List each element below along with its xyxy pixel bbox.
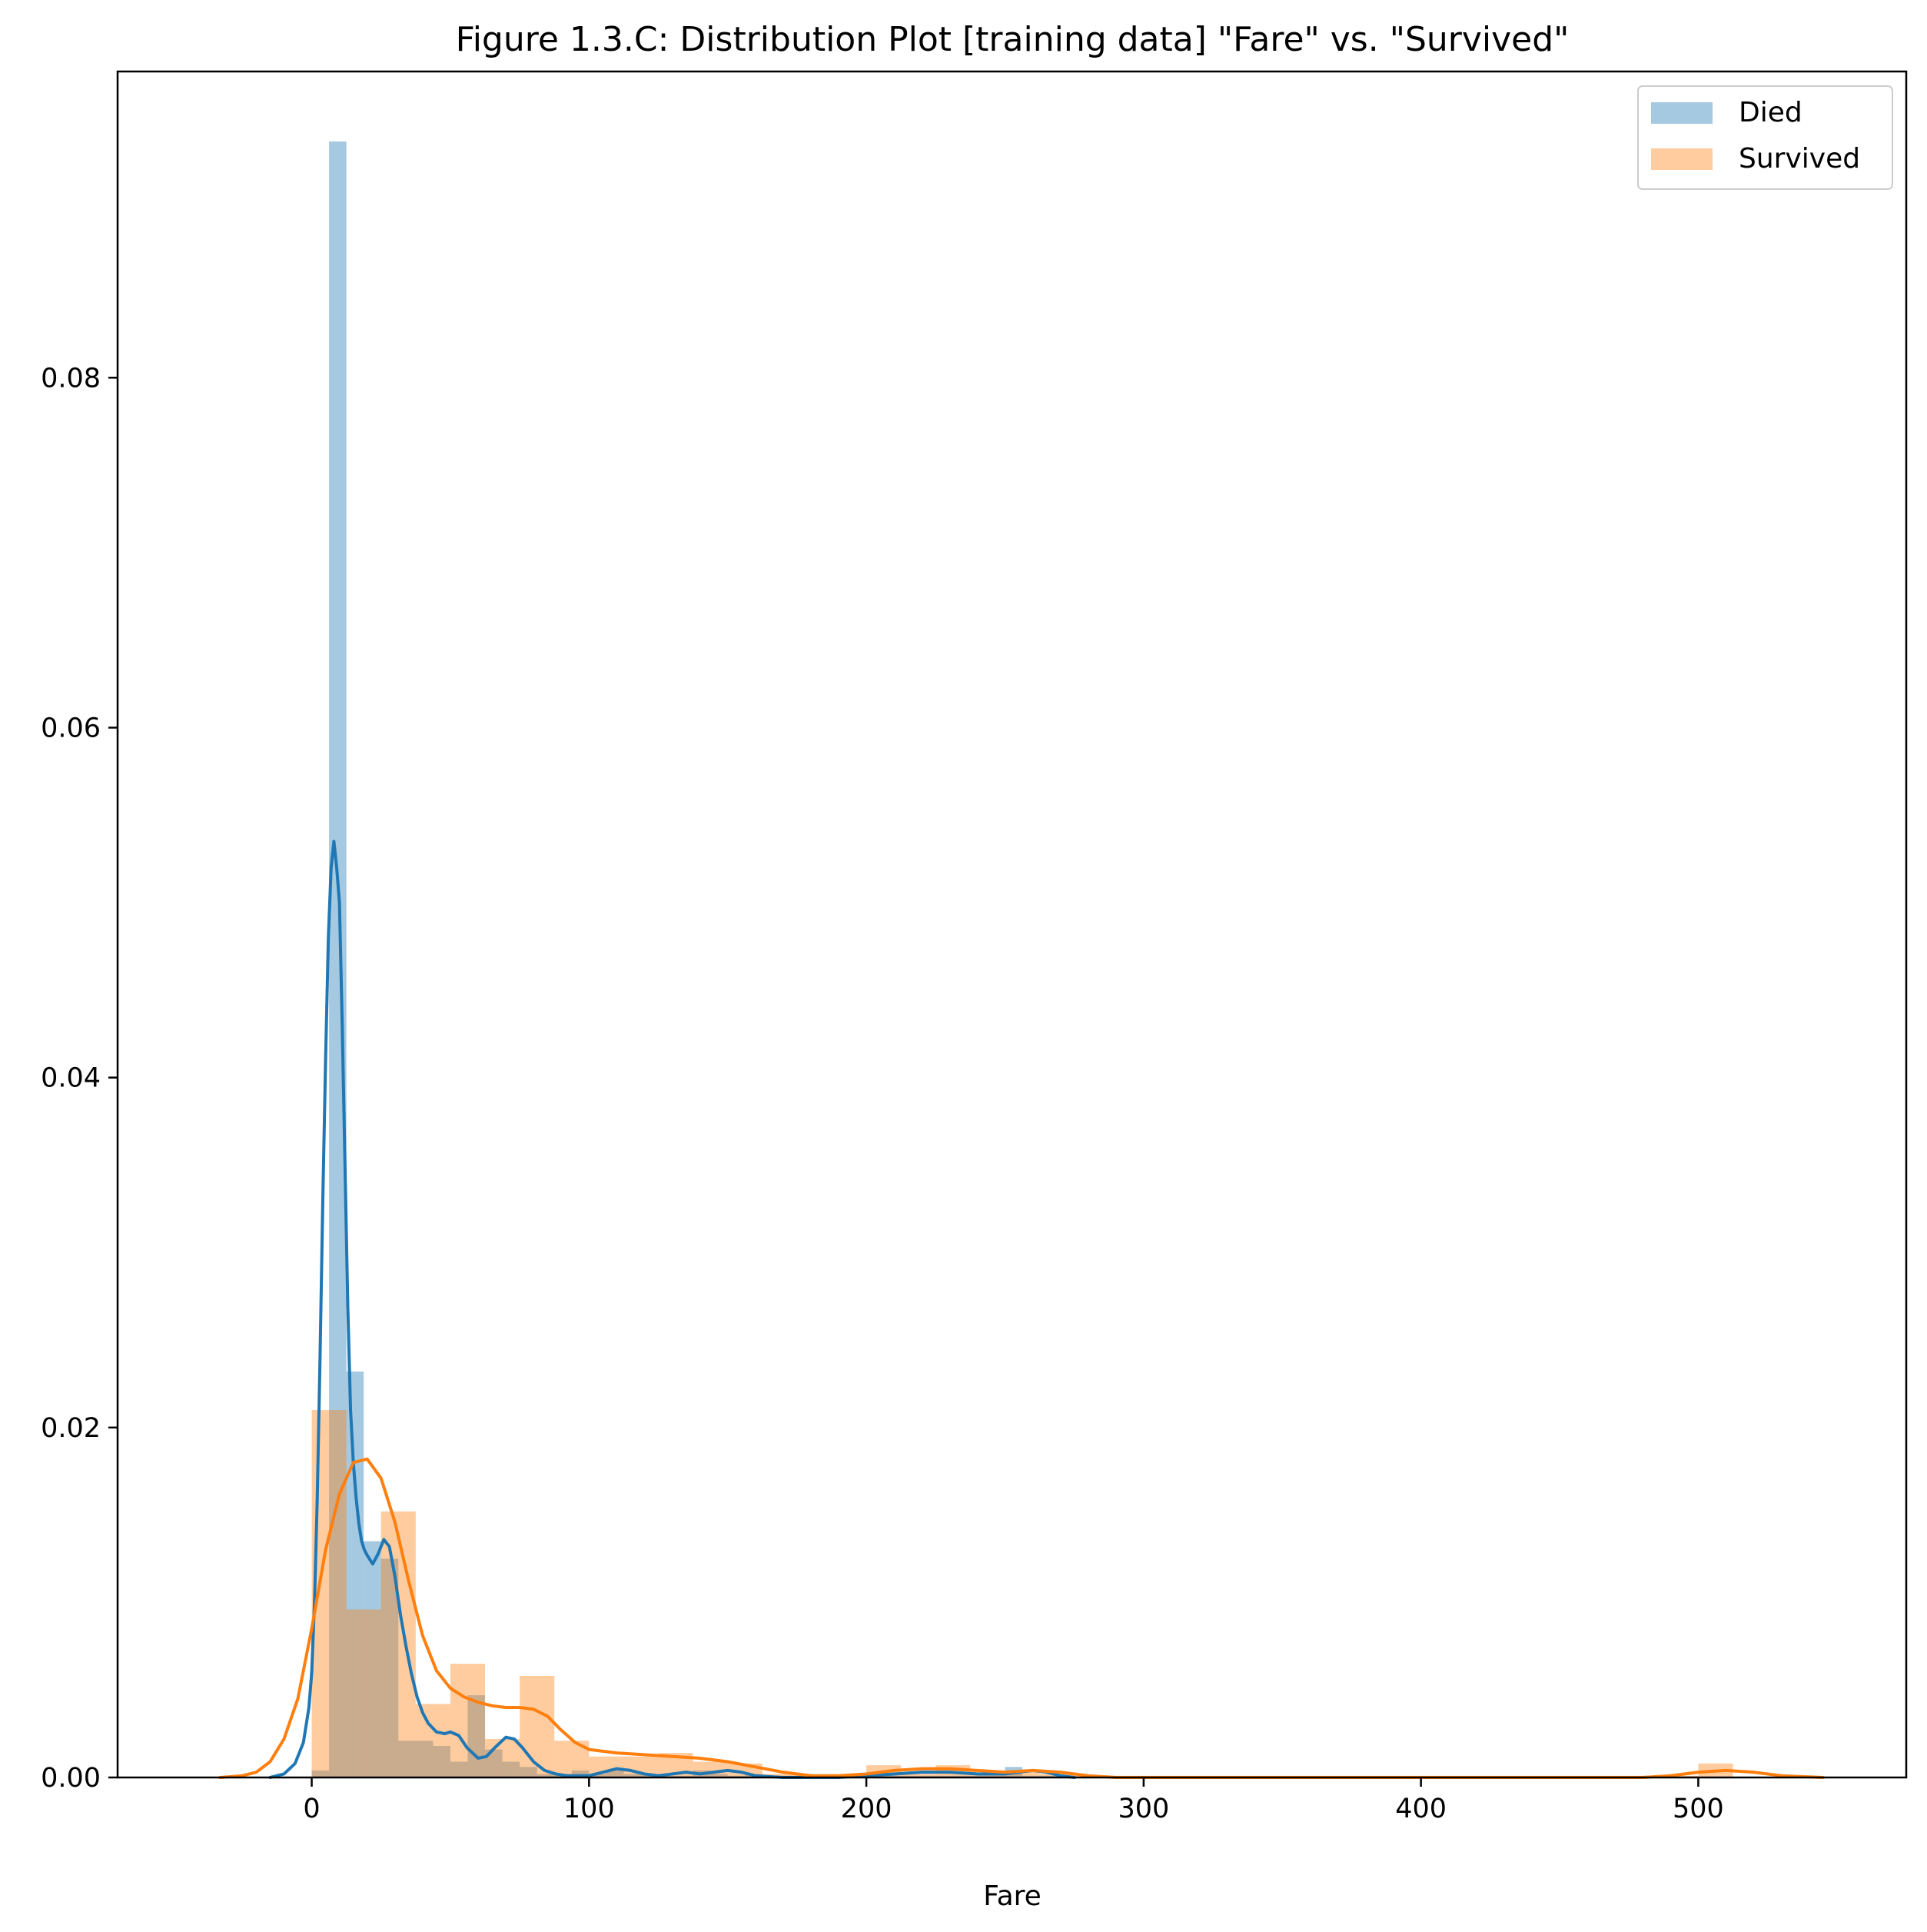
died-hist-bar: [623, 1774, 641, 1777]
died-hist-bar: [589, 1774, 606, 1777]
y-tick-label: 0.04: [41, 1063, 101, 1094]
y-tick-label: 0.08: [41, 363, 101, 394]
legend: Died Survived: [1637, 85, 1893, 190]
died-hist-bar: [364, 1541, 381, 1777]
died-hist-bar: [520, 1767, 537, 1777]
died-hist-bar: [485, 1749, 503, 1777]
y-tick-label: 0.02: [41, 1413, 101, 1444]
died-hist-bar: [571, 1770, 590, 1777]
legend-swatch-survived: [1651, 148, 1713, 170]
died-hist-bar: [346, 1371, 364, 1777]
x-tick-label: 100: [563, 1794, 615, 1824]
died-hist-bar: [433, 1746, 450, 1777]
died-hist-bar: [710, 1774, 728, 1777]
x-tick-label: 400: [1395, 1794, 1447, 1824]
x-tick-label: 200: [841, 1794, 892, 1824]
died-hist-bar: [415, 1741, 434, 1777]
survived-hist-bar: [450, 1664, 486, 1777]
legend-items: Died Survived: [1651, 97, 1860, 175]
died-hist-bar: [502, 1761, 520, 1777]
died-hist-bar: [398, 1741, 416, 1777]
x-tick-label: 300: [1118, 1794, 1169, 1824]
y-tick-label: 0.06: [41, 713, 101, 743]
died-hist-bar: [450, 1761, 468, 1777]
survived-hist-bar: [415, 1704, 450, 1777]
legend-label-survived: Survived: [1739, 143, 1860, 175]
died-hist-bar: [329, 141, 347, 1777]
x-axis-ticks: 0 100 200 300 400 500: [303, 1777, 1724, 1824]
died-hist-bar: [537, 1774, 555, 1777]
legend-label-died: Died: [1739, 97, 1802, 128]
died-hist-bar: [380, 1558, 399, 1777]
x-tick-label: 500: [1673, 1794, 1724, 1824]
survived-hist-bar: [380, 1511, 416, 1777]
legend-swatch-died: [1651, 102, 1713, 124]
y-axis-ticks: 0.00 0.02 0.04 0.06 0.08: [41, 363, 118, 1794]
survived-hist-bar: [520, 1676, 555, 1777]
x-tick-label: 0: [303, 1794, 320, 1824]
y-tick-label: 0.00: [41, 1763, 101, 1794]
x-axis-label: Fare: [983, 1880, 1042, 1912]
axes-frame: [116, 70, 1908, 1779]
legend-frame: [1637, 85, 1893, 190]
survived-hist-bar: [485, 1738, 520, 1777]
died-hist-bar: [606, 1770, 624, 1777]
survived-hist-bar: [901, 1774, 936, 1777]
survived-hist-bar: [1005, 1770, 1040, 1777]
survived-hist-bar: [346, 1609, 381, 1777]
died-hist-bar: [311, 1770, 330, 1777]
chart-title: Figure 1.3.C: Distribution Plot [trainin…: [456, 20, 1570, 59]
